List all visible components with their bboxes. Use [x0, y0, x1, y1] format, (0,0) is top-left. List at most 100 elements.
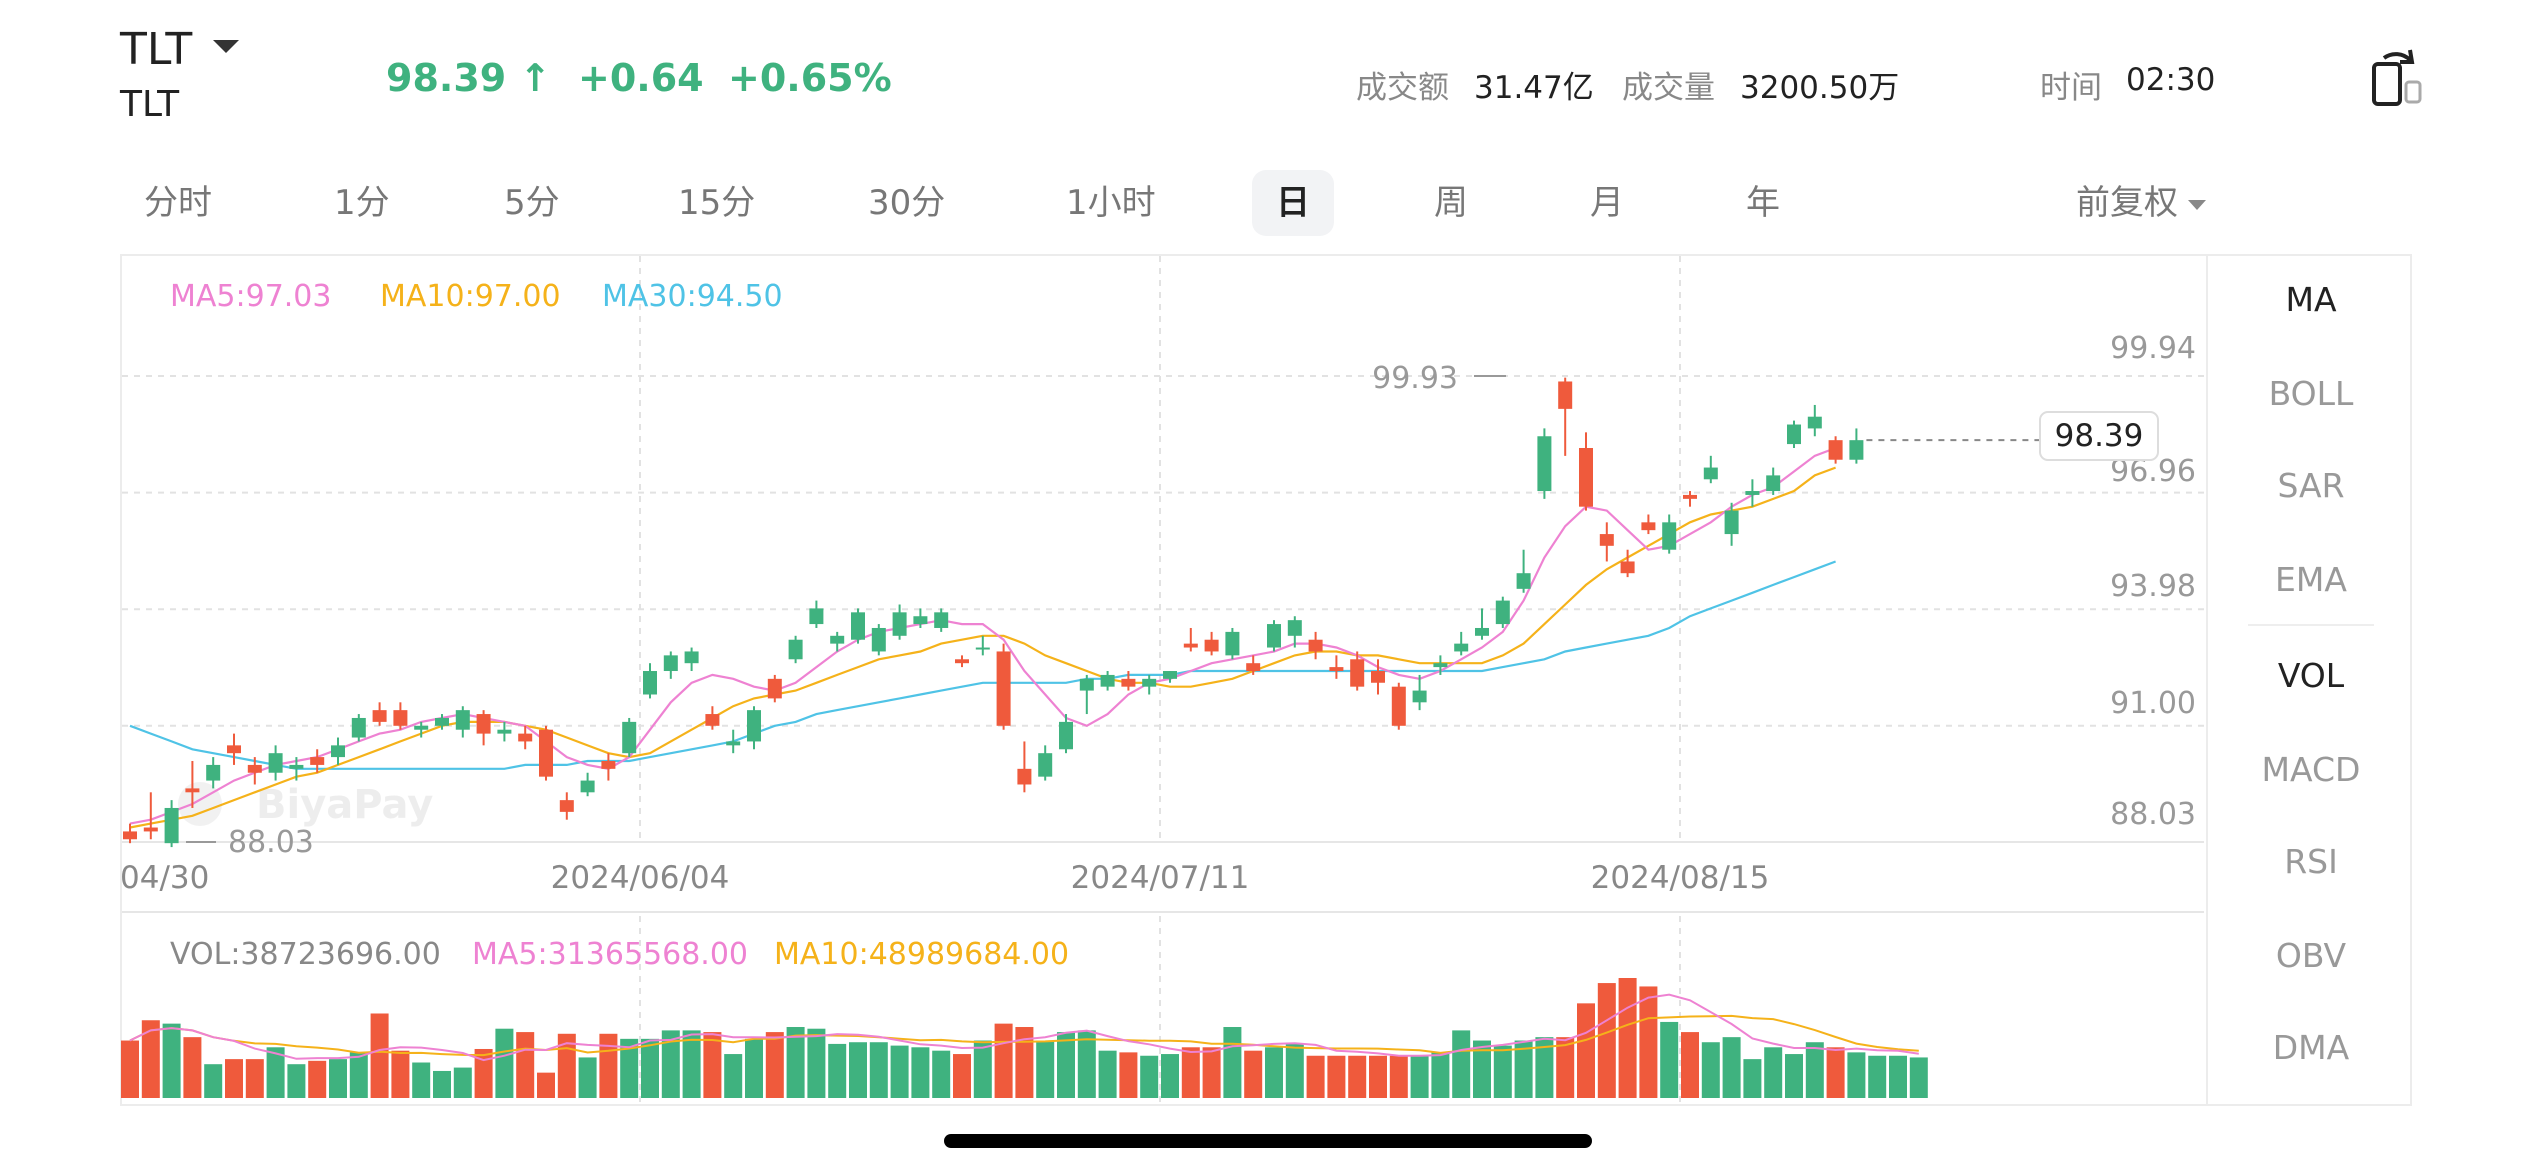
candle: [164, 807, 179, 844]
candle: [185, 788, 200, 793]
candle: [1079, 678, 1094, 691]
candle: [1183, 643, 1198, 648]
candle: [289, 764, 304, 769]
tab-year[interactable]: 年: [1746, 183, 1780, 223]
chart-frame[interactable]: [120, 254, 2412, 1106]
indicator-dma[interactable]: DMA: [2272, 1028, 2350, 1067]
tab-timeshare[interactable]: 分时: [144, 183, 212, 223]
volume-bar: [225, 1059, 243, 1098]
high-price-label: 99.93: [1372, 361, 1458, 396]
candle: [1495, 600, 1510, 625]
volume-bar: [1431, 1052, 1450, 1098]
candle: [1599, 534, 1614, 546]
volume-bar: [1535, 1037, 1554, 1098]
tab-15min[interactable]: 15分: [678, 183, 756, 223]
tab-day[interactable]: 日: [1252, 170, 1334, 236]
volume-bar: [308, 1060, 327, 1098]
indicator-rsi[interactable]: RSI: [2284, 842, 2338, 881]
candle: [1828, 440, 1843, 460]
volume-bar: [474, 1048, 493, 1098]
volume-bar: [1909, 1057, 1928, 1098]
volume-bar: [495, 1028, 514, 1098]
tab-1hour[interactable]: 1小时: [1066, 183, 1156, 223]
indicator-obv[interactable]: OBV: [2275, 936, 2347, 975]
candle: [1807, 416, 1822, 429]
symbol-title[interactable]: TLT: [120, 24, 193, 75]
indicator-macd[interactable]: MACD: [2261, 750, 2361, 789]
indicator-boll[interactable]: BOLL: [2268, 374, 2354, 413]
vol-ma5-legend: MA5:31365568.00: [472, 937, 748, 972]
candle: [747, 710, 761, 742]
volume-bar: [1556, 1037, 1575, 1098]
price-adjust-dropdown[interactable]: 前复权: [2076, 170, 2206, 236]
candle: [1412, 690, 1427, 703]
price-change-percent: +0.65%: [728, 56, 892, 100]
y-tick-label: 99.94: [2110, 331, 2196, 366]
indicator-sar[interactable]: SAR: [2277, 466, 2345, 505]
rotate-screen-icon[interactable]: [2370, 46, 2424, 108]
vol-ma10-line: [129, 1014, 1919, 1057]
volume-bar: [183, 1037, 202, 1098]
candle: [1475, 627, 1489, 636]
x-tick-label: 2024/06/04: [551, 860, 730, 896]
candle: [663, 655, 678, 672]
candle: [684, 651, 699, 664]
indicator-vol[interactable]: VOL: [2277, 656, 2345, 695]
volume-bar: [599, 1033, 618, 1098]
volume-bar: [994, 1023, 1013, 1098]
time-value: 02:30: [2126, 62, 2216, 98]
candle: [1225, 631, 1240, 656]
volume-bar: [973, 1040, 992, 1098]
tab-month[interactable]: 月: [1590, 183, 1624, 223]
volume-bar: [641, 1038, 659, 1098]
period-tabs: 分时 1分 5分 15分 30分 1小时 日 周 月 年: [120, 170, 2240, 240]
volume-bar: [911, 1047, 930, 1098]
volume-bar: [1597, 983, 1616, 1098]
candle: [871, 627, 886, 652]
volume-bar: [828, 1043, 847, 1098]
vol-legend: VOL:38723696.00: [170, 937, 441, 972]
volume-bar: [1119, 1052, 1138, 1098]
chart-grid: [122, 256, 2204, 1104]
volume-bar: [1036, 1040, 1055, 1098]
tab-30min[interactable]: 30分: [868, 183, 946, 223]
symbol-dropdown-caret-icon[interactable]: [213, 40, 239, 53]
volume-bar: [121, 1040, 139, 1098]
volume-bar: [537, 1072, 555, 1098]
volume-bar: [1618, 978, 1637, 1098]
candle: [559, 800, 574, 812]
volume-bar: [516, 1032, 535, 1098]
volume-bar: [849, 1042, 867, 1098]
volume-bar: [433, 1070, 451, 1098]
candle: [809, 608, 824, 625]
volume-bar: [1098, 1050, 1117, 1098]
tab-1min[interactable]: 1分: [334, 183, 390, 223]
indicator-ma[interactable]: MA: [2285, 280, 2337, 319]
candle: [975, 647, 990, 650]
price-adjust-label: 前复权: [2076, 183, 2178, 223]
low-price-label: 88.03: [228, 825, 314, 860]
vol-ma10-legend: MA10:48989684.00: [774, 937, 1069, 972]
indicator-ema[interactable]: EMA: [2275, 560, 2347, 599]
volume-bar: [661, 1030, 680, 1098]
tab-week[interactable]: 周: [1434, 183, 1468, 223]
candle: [1454, 643, 1469, 652]
volume-bar: [1722, 1037, 1741, 1098]
candle: [1641, 522, 1656, 531]
volume-bar: [329, 1059, 347, 1098]
candle: [1849, 440, 1864, 460]
tab-5min[interactable]: 5分: [504, 183, 560, 223]
candle: [227, 745, 241, 754]
candle: [955, 659, 969, 664]
chevron-down-icon: [2188, 199, 2206, 210]
candle: [1246, 663, 1261, 672]
candle: [351, 717, 366, 738]
candle: [1724, 510, 1739, 535]
indicator-panel: MA BOLL SAR EMA VOL MACD RSI OBV DMA: [2206, 254, 2412, 1106]
y-tick-label: 91.00: [2110, 686, 2196, 721]
candle: [851, 612, 865, 640]
candle: [1662, 522, 1677, 550]
volume-bar: [266, 1047, 285, 1098]
y-tick-label: 93.98: [2110, 569, 2196, 604]
